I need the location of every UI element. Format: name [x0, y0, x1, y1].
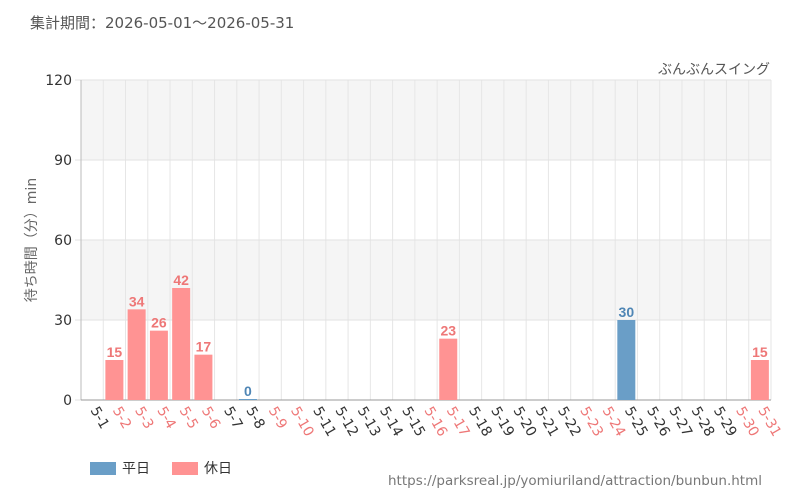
- legend-label-holiday: 休日: [204, 461, 232, 477]
- y-tick-label: 90: [54, 153, 72, 169]
- plot-band: [81, 80, 771, 160]
- plot-band: [81, 240, 771, 320]
- bar-value-label: 23: [440, 323, 456, 339]
- x-tick-label: 5-5: [176, 404, 201, 432]
- y-tick-label: 60: [54, 233, 72, 249]
- bar-value-label: 34: [129, 293, 145, 309]
- period-label: 集計期間：2026-05-01〜2026-05-31: [30, 14, 295, 32]
- x-tick-label: 5-1: [87, 404, 112, 432]
- x-tick-label: 5-2: [109, 404, 134, 432]
- y-tick-label: 120: [45, 73, 72, 89]
- y-tick-label: 0: [63, 393, 72, 409]
- bar: [127, 309, 146, 400]
- bar: [149, 330, 168, 400]
- y-tick-label: 30: [54, 313, 72, 329]
- chart-title: ぶんぶんスイング: [658, 62, 770, 78]
- bar: [238, 399, 257, 400]
- legend-swatch-weekday: [90, 461, 116, 475]
- bar-value-label: 15: [752, 344, 768, 360]
- x-tick-label: 5-7: [220, 404, 245, 432]
- x-tick-label: 5-6: [198, 404, 223, 432]
- bar-value-label: 30: [619, 304, 635, 320]
- bar: [105, 360, 124, 400]
- bar: [617, 320, 636, 400]
- source-url[interactable]: https://parksreal.jp/yomiuriland/attract…: [388, 473, 762, 489]
- legend-label-weekday: 平日: [122, 461, 150, 477]
- bar-value-label: 15: [107, 344, 123, 360]
- x-tick-label: 5-3: [131, 404, 156, 432]
- bar-value-label: 0: [244, 383, 252, 399]
- bar-value-label: 17: [196, 339, 212, 355]
- bar: [750, 360, 769, 400]
- x-tick-label: 5-4: [153, 404, 178, 432]
- bar-value-label: 26: [151, 315, 167, 331]
- bar: [439, 338, 458, 400]
- legend-swatch-holiday: [172, 461, 198, 475]
- y-axis-label: 待ち時間（分）min: [24, 178, 40, 302]
- bar: [194, 354, 213, 400]
- x-tick-label: 5-8: [242, 404, 267, 432]
- x-tick-label: 5-31: [754, 404, 784, 440]
- bar-value-label: 42: [173, 272, 189, 288]
- x-tick-label: 5-9: [265, 404, 290, 432]
- legend-item-weekday[interactable]: 平日: [90, 458, 150, 478]
- bar: [172, 288, 191, 400]
- legend-item-holiday[interactable]: 休日: [172, 458, 232, 478]
- legend: 平日 休日: [90, 458, 254, 478]
